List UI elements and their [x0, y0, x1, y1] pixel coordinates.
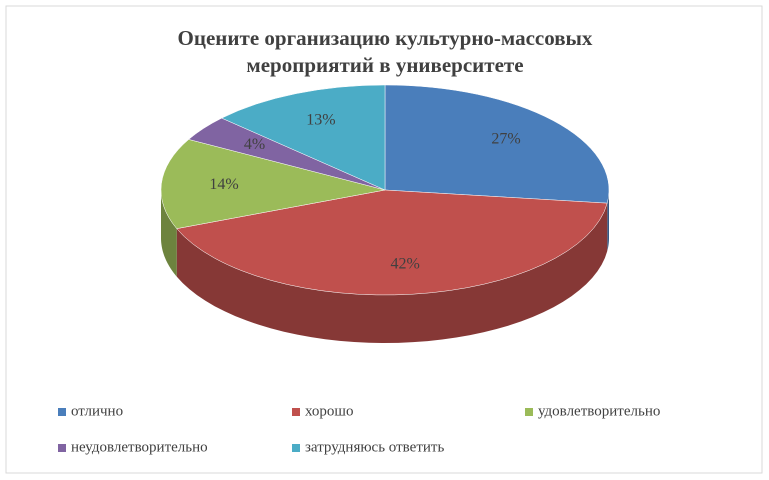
legend-label: хорошо: [305, 403, 353, 419]
legend-swatch: [58, 408, 66, 416]
pie-slice: [176, 189, 608, 296]
pie-slice: [160, 139, 386, 229]
chart-title: мероприятий в университете: [246, 53, 523, 77]
pie-side: [161, 190, 177, 277]
data-label: 27%: [491, 131, 520, 148]
legend-swatch: [525, 408, 533, 416]
legend-swatch: [292, 408, 300, 416]
pie-side: [176, 203, 608, 343]
data-label: 13%: [306, 111, 335, 128]
legend-label: отлично: [71, 403, 123, 419]
data-label: 14%: [209, 176, 238, 193]
pie-side: [607, 190, 609, 252]
legend-label: неудовлетворительно: [71, 439, 208, 455]
legend-label: удовлетворительно: [538, 403, 660, 419]
chart-title: Оцените организацию культурно-массовых: [178, 26, 593, 50]
legend-swatch: [58, 444, 66, 452]
legend-label: затрудняюсь ответить: [305, 439, 444, 455]
pie-slice: [221, 84, 386, 191]
pie-slice: [384, 84, 610, 204]
legend-swatch: [292, 444, 300, 452]
data-label: 4%: [244, 136, 265, 153]
data-label: 42%: [391, 256, 420, 273]
